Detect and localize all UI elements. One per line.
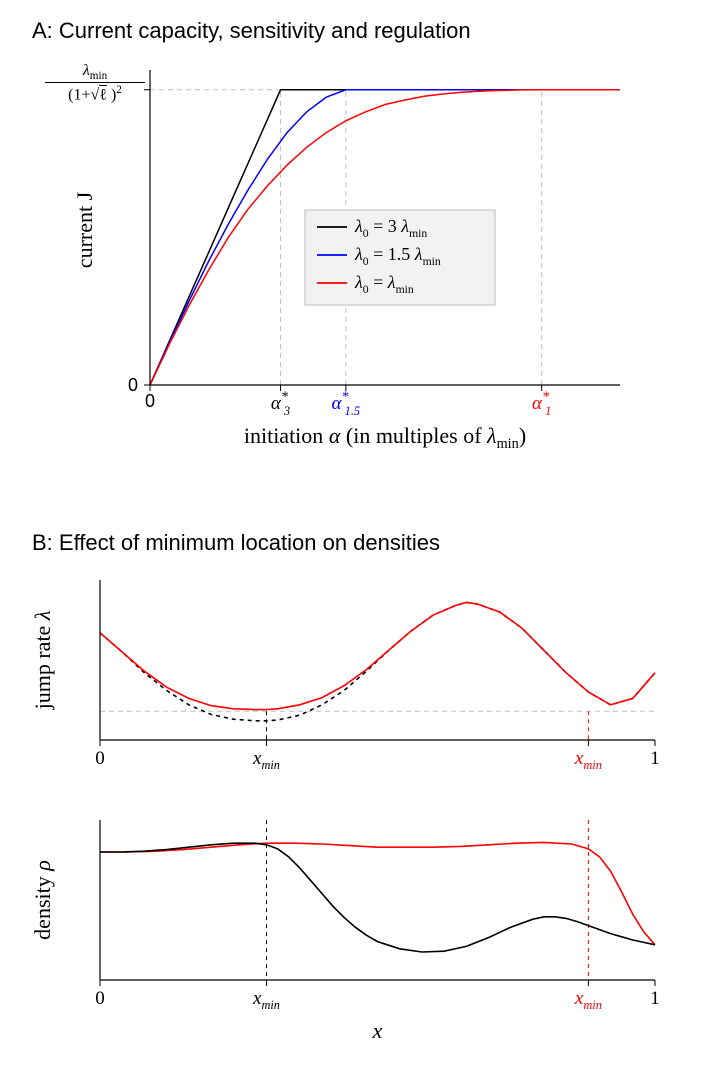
svg-text:α*1: α*1 (532, 389, 551, 418)
svg-text:xmin: xmin (252, 748, 280, 772)
panel-a-chart: 00α*3α*1.5α*1λmin(1+√ℓ )2initiation α (i… (0, 0, 702, 510)
svg-text:α*1.5: α*1.5 (332, 389, 361, 418)
svg-text:α*3: α*3 (271, 389, 290, 418)
svg-text:0: 0 (95, 988, 105, 1009)
svg-text:x: x (372, 1018, 383, 1043)
svg-text:xmin: xmin (574, 748, 602, 772)
svg-text:0: 0 (128, 375, 138, 395)
svg-text:initiation α (in multiples of: initiation α (in multiples of λmin) (244, 423, 526, 452)
svg-text:1: 1 (650, 988, 660, 1009)
svg-text:0: 0 (145, 391, 155, 411)
svg-text:xmin: xmin (574, 988, 602, 1012)
svg-text:density ρ: density ρ (30, 860, 55, 940)
svg-text:1: 1 (650, 748, 660, 769)
panel-b-title: B: Effect of minimum location on densiti… (32, 530, 440, 556)
svg-text:xmin: xmin (252, 988, 280, 1012)
svg-text:current J: current J (72, 191, 97, 268)
svg-text:jump rate λ: jump rate λ (30, 611, 55, 711)
svg-text:0: 0 (95, 748, 105, 769)
panel-b-charts: 0 1 xmin xmin jump rate λ 0 1 xmin xmin density ρ… (0, 560, 702, 1080)
